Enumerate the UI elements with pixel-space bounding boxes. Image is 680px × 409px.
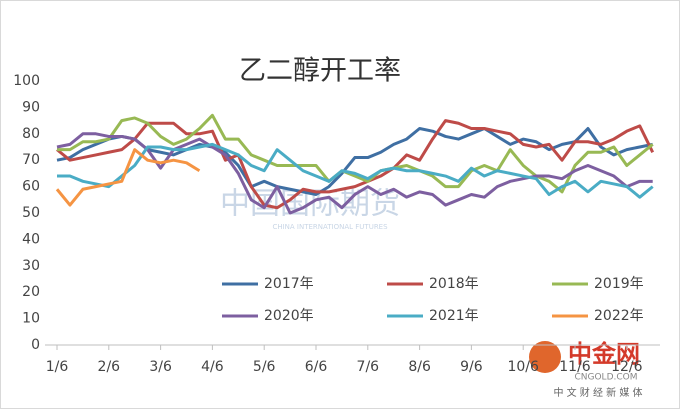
y-tick-label: 70 [22,152,40,168]
x-tick-label: 11/6 [559,359,591,375]
series-line [55,148,201,207]
y-tick-label: 10 [22,311,40,327]
y-tick-label: 60 [22,179,40,195]
series-line [57,142,654,199]
y-tick-label: 40 [22,231,40,247]
y-tick-label: 80 [22,126,40,142]
x-tick-label: 12/6 [611,359,643,375]
x-tick-label: 10/6 [507,359,539,375]
legend-label: 2019年 [594,276,644,292]
x-tick-label: 6/6 [305,359,328,375]
logo-domain: CNGOLD.COM [574,373,637,383]
x-tick-label: 1/6 [46,359,69,375]
logo-slogan: 中 文 财 经 新 媒 体 [553,386,642,399]
legend-label: 2022年 [594,308,644,324]
series-line [57,113,654,194]
x-tick-label: 9/6 [460,359,483,375]
x-tick-label: 3/6 [149,359,172,375]
y-tick-label: 20 [22,284,40,300]
x-tick-label: 7/6 [357,359,380,375]
y-tick-label: 50 [22,205,40,221]
legend-label: 2021年 [429,308,479,324]
x-tick-label: 8/6 [408,359,431,375]
y-tick-label: 30 [22,258,40,274]
y-tick-label: 0 [31,337,40,353]
y-tick-label: 100 [13,73,40,89]
watermark: CHINA INTERNATIONAL FUTURES [272,223,388,231]
x-tick-label: 5/6 [253,359,276,375]
legend-label: 2017年 [264,276,314,292]
legend-label: 2020年 [264,308,314,324]
logo-icon [529,341,561,373]
series-line [56,119,655,210]
x-tick-label: 2/6 [98,359,121,375]
y-tick-label: 90 [22,99,40,115]
legend-label: 2018年 [429,276,479,292]
x-tick-label: 4/6 [201,359,224,375]
chart-title: 乙二醇开工率 [239,56,401,87]
